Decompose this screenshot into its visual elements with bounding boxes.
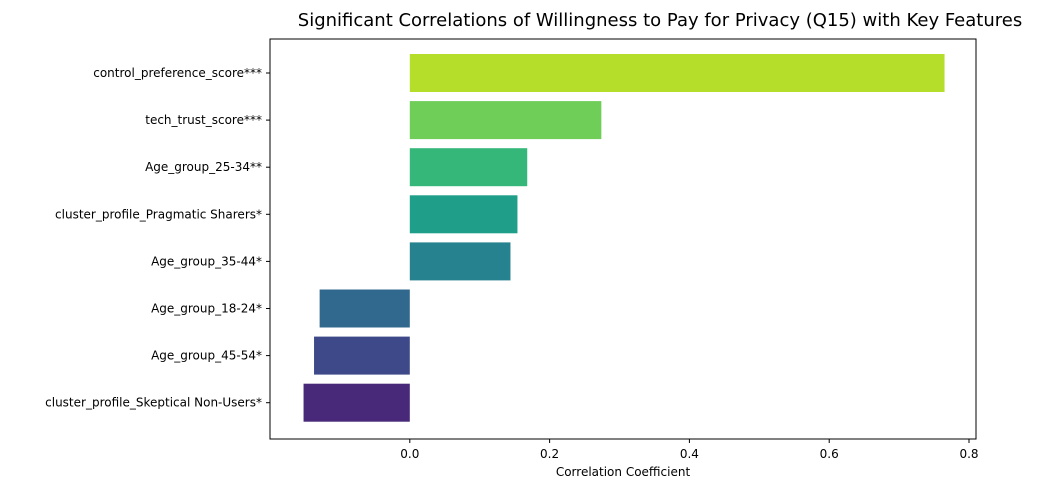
x-tick-label: 0.0 (400, 447, 419, 461)
y-tick-label: Age_group_35-44* (151, 254, 262, 268)
bar (314, 336, 410, 375)
y-tick-label: cluster_profile_Pragmatic Sharers* (55, 207, 262, 221)
x-tick-label: 0.2 (540, 447, 559, 461)
bar (409, 242, 511, 281)
x-ticks: 0.0 0.2 0.4 0.6 0.8 (400, 439, 979, 461)
x-tick-label: 0.8 (959, 447, 978, 461)
y-tick-label: Age_group_45-54* (151, 349, 262, 363)
bar (409, 54, 945, 92)
bar (409, 195, 518, 234)
bar (409, 101, 602, 140)
y-tick-label: Age_group_25-34** (145, 160, 262, 174)
bars-layer (303, 54, 945, 422)
y-tick-label: Age_group_18-24* (151, 302, 262, 316)
bar (303, 383, 410, 422)
chart-title: Significant Correlations of Willingness … (298, 10, 1022, 31)
y-tick-labels: control_preference_score*** tech_trust_sc… (45, 66, 270, 410)
y-tick-label: control_preference_score*** (93, 66, 262, 80)
x-tick-label: 0.4 (680, 447, 699, 461)
bar (409, 148, 528, 187)
plot-frame (269, 38, 977, 440)
bar (319, 289, 410, 328)
y-tick-label: cluster_profile_Skeptical Non-Users* (45, 396, 262, 410)
x-axis-label: Correlation Coefficient (556, 465, 691, 479)
y-tick-label: tech_trust_score*** (145, 113, 262, 127)
x-tick-label: 0.6 (820, 447, 839, 461)
